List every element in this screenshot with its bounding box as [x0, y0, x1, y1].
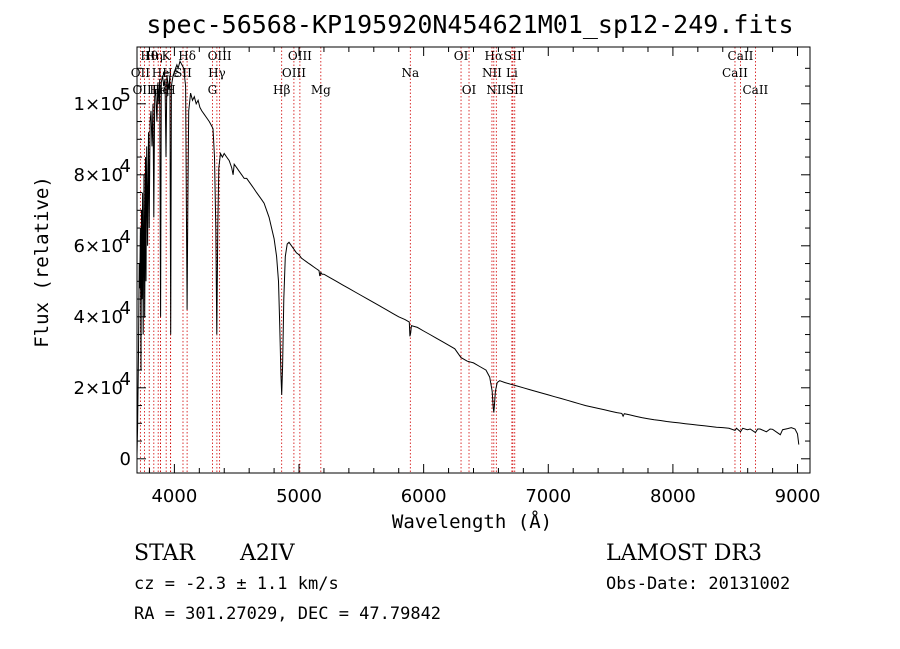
- y-tick-label: 4×10: [74, 307, 123, 328]
- chart-title: spec-56568-KP195920N454621M01_sp12-249.f…: [146, 10, 793, 39]
- x-tick-label: 5000: [276, 486, 322, 507]
- line-label: OIII: [282, 66, 306, 80]
- line-label: G: [208, 83, 218, 97]
- y-tick-label: 1×10: [74, 94, 123, 115]
- ra-dec: RA = 301.27029, DEC = 47.79842: [134, 604, 441, 624]
- y-tick-label: 2×10: [74, 378, 123, 399]
- line-label: NII: [482, 66, 502, 80]
- line-label: Li: [506, 66, 518, 80]
- line-label: Hα: [485, 49, 504, 63]
- line-label: Mg: [311, 83, 331, 97]
- observation-date: Obs-Date: 20131002: [606, 574, 790, 594]
- line-label: SII: [506, 83, 524, 97]
- line-label: OIII: [208, 49, 232, 63]
- line-label: OIII: [288, 49, 312, 63]
- line-label: Hγ: [208, 66, 226, 80]
- line-label: SII: [174, 66, 192, 80]
- spectrum-series-line: [136, 59, 800, 456]
- y-tick-exponent: 4: [120, 227, 131, 248]
- object-class: STAR: [134, 541, 196, 566]
- survey-name: LAMOST DR3: [606, 541, 762, 566]
- line-label: OII: [131, 66, 151, 80]
- x-tick-label: 8000: [650, 486, 696, 507]
- line-label: Na: [401, 66, 419, 80]
- object-subclass: A2IV: [239, 541, 296, 566]
- line-label: SII: [504, 49, 522, 63]
- line-label: Hθ: [140, 49, 158, 63]
- plot-frame: [136, 46, 811, 474]
- line-label: NII: [486, 83, 506, 97]
- y-tick-exponent: 4: [120, 369, 131, 390]
- x-tick-label: 6000: [401, 486, 447, 507]
- y-tick-label: 8×10: [74, 165, 123, 186]
- line-label: Hη: [145, 49, 163, 63]
- redshift-cz: cz = -2.3 ± 1.1 km/s: [134, 574, 339, 594]
- line-label: CaII: [742, 83, 768, 97]
- y-tick-label: 6×10: [74, 236, 123, 257]
- x-axis: 4000 5000 6000 7000 8000 9000: [148, 47, 821, 507]
- line-label: CaII: [722, 66, 748, 80]
- x-tick-label: 4000: [151, 486, 197, 507]
- y-axis-label: Flux (relative): [31, 176, 53, 348]
- line-label: K: [162, 49, 172, 63]
- y-tick-label: 0: [120, 449, 131, 470]
- line-label: OI: [462, 83, 477, 97]
- x-tick-label: 7000: [525, 486, 571, 507]
- y-tick-exponent: 5: [120, 85, 131, 106]
- line-label: CaII: [728, 49, 754, 63]
- line-label: Hβ: [273, 83, 290, 97]
- x-axis-label: Wavelength (Å): [392, 510, 552, 533]
- x-tick-label: 9000: [775, 486, 821, 507]
- line-label: H: [165, 83, 175, 97]
- line-label: Hδ: [178, 49, 196, 63]
- y-tick-exponent: 4: [120, 156, 131, 177]
- line-label: OI: [454, 49, 469, 63]
- y-tick-exponent: 4: [120, 298, 131, 319]
